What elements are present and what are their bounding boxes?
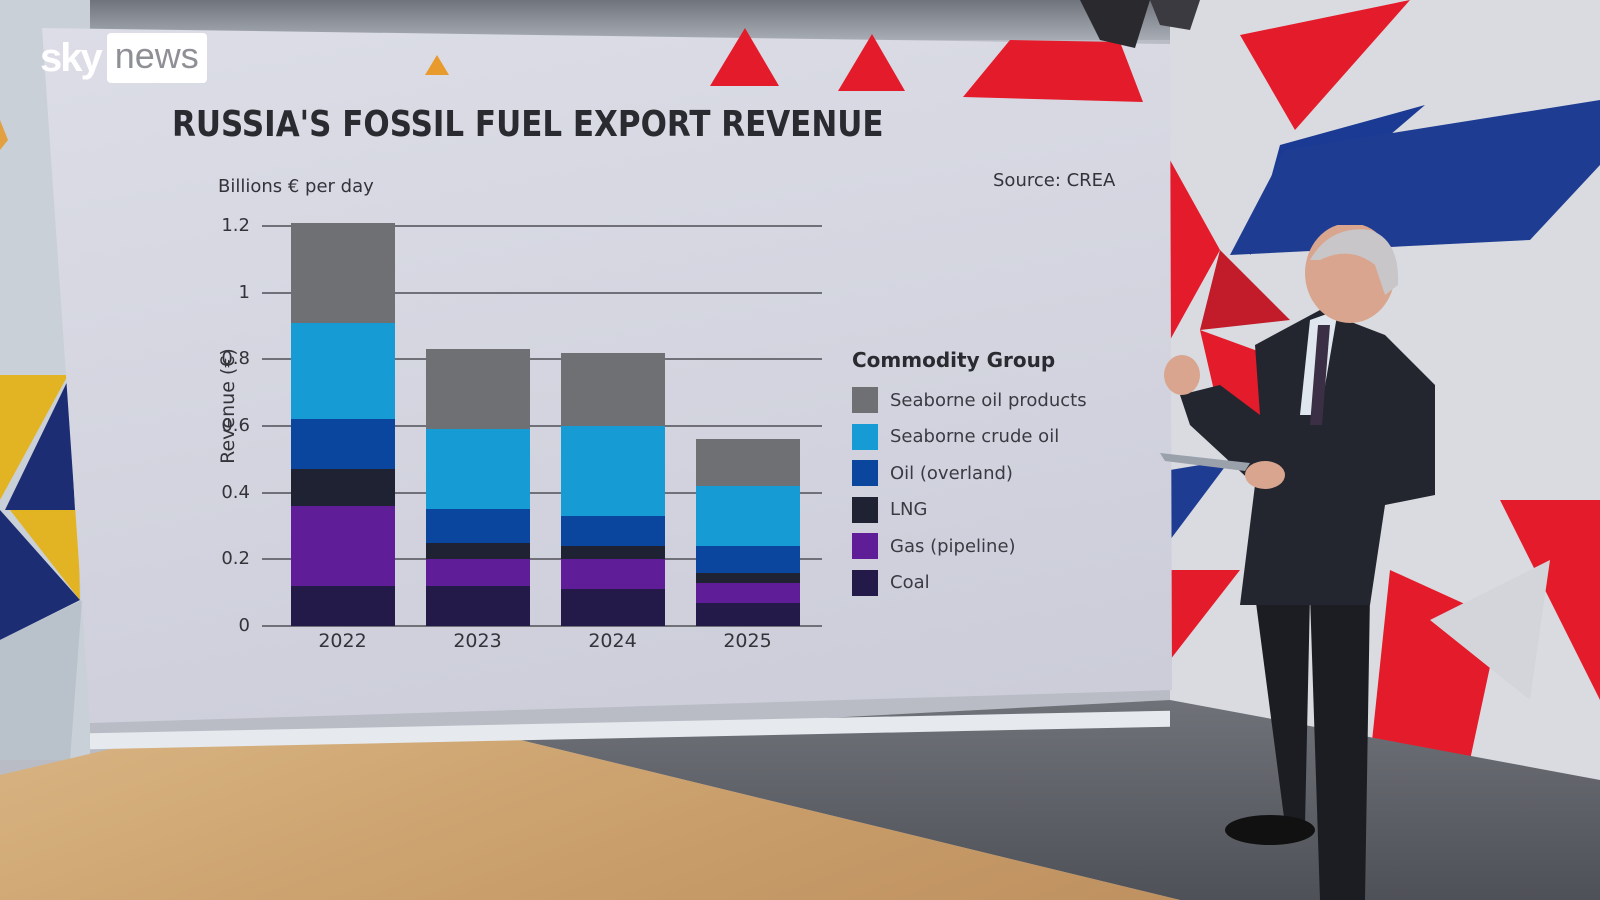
legend-label: LNG — [890, 499, 928, 521]
chart-title: RUSSIA'S FOSSIL FUEL EXPORT REVENUE — [172, 104, 884, 145]
gridline — [262, 225, 822, 227]
gridline — [262, 425, 822, 427]
gridline — [262, 491, 822, 494]
presenter-figure — [1160, 225, 1435, 900]
legend-label: Seaborne crude oil — [890, 426, 1060, 448]
bar-segment — [695, 486, 800, 547]
bar-segment — [290, 506, 395, 586]
bar-segment — [425, 429, 530, 510]
y-tick-label: 1.2 — [221, 215, 250, 236]
bar-segment — [695, 602, 800, 626]
legend-label: Gas (pipeline) — [890, 535, 1016, 557]
bar-segment — [560, 352, 665, 427]
legend-swatch — [852, 460, 878, 487]
x-tick-label: 2022 — [318, 630, 367, 652]
logo-news-badge: news — [106, 33, 207, 83]
bar-segment — [290, 322, 395, 420]
legend-swatch — [852, 387, 878, 414]
chart-subtitle: Billions € per day — [218, 176, 374, 197]
bar-segment — [560, 559, 665, 590]
x-tick-label: 2024 — [588, 630, 637, 652]
sky-news-logo: sky news — [40, 33, 207, 83]
bar-segment — [695, 582, 800, 603]
gridline — [262, 358, 822, 361]
legend-title: Commodity Group — [852, 348, 1056, 372]
legend-label: Oil (overland) — [890, 462, 1013, 484]
chart-legend: Commodity Group Seaborne oil products Se… — [852, 348, 1087, 601]
x-tick-label: 2025 — [723, 630, 772, 652]
y-tick-label: 0.6 — [221, 415, 250, 436]
top-triangles-decoration — [425, 28, 1143, 102]
bar-segment — [695, 546, 800, 573]
legend-item-seaborne-crude-oil: Seaborne crude oil — [852, 419, 1087, 456]
left-wall-pattern — [0, 120, 82, 760]
bar-segment — [425, 542, 530, 560]
chart-source: Source: CREA — [993, 170, 1116, 191]
legend-item-seaborne-oil-products: Seaborne oil products — [852, 382, 1087, 419]
bar-2025 — [695, 439, 800, 626]
bar-segment — [695, 439, 800, 487]
x-tick-label: 2023 — [453, 630, 502, 652]
bar-2022 — [290, 222, 395, 626]
bar-segment — [560, 516, 665, 547]
y-tick-label: 0.4 — [221, 481, 250, 503]
stacked-bar-chart: Revenue (€) 0 0.2 0.4 0.6 0.8 1 1.2 2022 2023 20… — [210, 210, 830, 652]
legend-label: Coal — [890, 572, 930, 594]
bar-segment — [560, 589, 665, 626]
y-tick-label: 0.8 — [221, 348, 250, 370]
bar-segment — [425, 509, 530, 543]
bar-2024 — [560, 352, 665, 626]
legend-label: Seaborne oil products — [890, 389, 1087, 411]
legend-swatch — [852, 533, 878, 560]
y-tick-label: 0.2 — [221, 548, 250, 570]
legend-item-lng: LNG — [852, 492, 1087, 529]
legend-swatch — [852, 569, 878, 596]
studio-light-fixture — [1080, 0, 1200, 48]
y-tick-label: 1 — [238, 281, 250, 303]
bar-segment — [560, 426, 665, 517]
bar-segment — [425, 559, 530, 586]
bar-segment — [425, 586, 530, 626]
y-tick-label: 0 — [238, 615, 250, 636]
bar-2023 — [425, 349, 530, 626]
gridline — [262, 625, 822, 627]
gridline — [262, 291, 822, 294]
legend-item-gas-pipeline: Gas (pipeline) — [852, 528, 1087, 565]
bar-segment — [290, 419, 395, 470]
bar-segment — [425, 349, 530, 430]
bar-segment — [695, 572, 800, 583]
legend-swatch — [852, 423, 878, 450]
bar-segment — [290, 586, 395, 626]
bar-segment — [290, 222, 395, 323]
bar-segment — [560, 546, 665, 560]
gridline — [262, 558, 822, 561]
logo-sky-text: sky — [40, 35, 103, 80]
legend-item-coal: Coal — [852, 565, 1087, 602]
bar-segment — [290, 469, 395, 506]
legend-item-oil-overland: Oil (overland) — [852, 455, 1087, 492]
legend-swatch — [852, 496, 878, 523]
bar-group: 2022 2023 2024 2025 — [285, 222, 825, 652]
